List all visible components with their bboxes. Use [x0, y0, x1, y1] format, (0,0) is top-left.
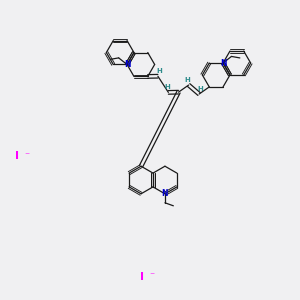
- Text: H: H: [198, 86, 203, 92]
- Text: ⁻: ⁻: [24, 151, 29, 161]
- Text: H: H: [184, 76, 190, 82]
- Text: N: N: [162, 189, 168, 198]
- Text: N: N: [220, 58, 226, 68]
- Text: I: I: [15, 151, 19, 161]
- Text: H: H: [157, 68, 162, 74]
- Text: H: H: [164, 84, 170, 90]
- Text: N: N: [124, 60, 130, 69]
- Text: I: I: [140, 272, 144, 282]
- Text: ⁻: ⁻: [149, 272, 154, 282]
